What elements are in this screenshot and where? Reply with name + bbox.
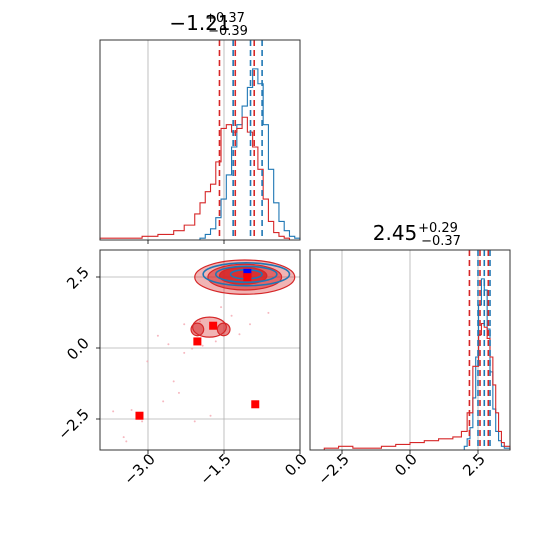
marginal-1-grid <box>147 40 225 240</box>
x-tick-label: 2.5 <box>459 450 489 480</box>
marginal-2-title: 2.45 <box>373 221 418 245</box>
sample-point <box>249 323 251 326</box>
sample-point <box>167 343 170 346</box>
y-tick-label: −2.5 <box>54 405 92 443</box>
sample-point <box>201 344 204 347</box>
marker-square <box>135 411 144 420</box>
sample-point <box>122 436 125 439</box>
sample-point <box>191 347 194 350</box>
sample-point <box>125 440 128 443</box>
y-tick-label: 2.5 <box>63 263 93 293</box>
x-tick-label: −1.5 <box>196 450 234 488</box>
sample-point <box>162 400 165 403</box>
sample-point <box>214 340 217 343</box>
marginal-1-series <box>99 68 301 241</box>
sample-point <box>183 323 186 326</box>
sample-point <box>183 351 186 354</box>
joint-contours <box>190 259 296 338</box>
title-lower-error: −0.39 <box>208 24 248 39</box>
sample-point <box>230 314 233 317</box>
histogram-step <box>99 116 300 241</box>
x-tick-label: −2.5 <box>314 450 352 488</box>
joint-panel: −3.0 −1.5 0.0 2.5 0.0 −2.5 <box>54 249 311 489</box>
sample-point <box>193 420 196 423</box>
marginal-1-title: −1.21 <box>169 11 230 35</box>
marginal-2-quantile-lines <box>468 250 491 450</box>
marginal-panel-param-2: −2.5 0.0 2.5 2.45 +0.29 −0.37 <box>309 221 511 489</box>
marker-square <box>209 321 218 330</box>
sample-point <box>220 306 223 309</box>
contour-blue-mid <box>214 265 278 284</box>
marker-square <box>243 273 252 282</box>
sample-point <box>130 409 133 411</box>
x-tick-label: 0.0 <box>281 450 311 480</box>
marginal-1-quantile-lines <box>218 40 263 240</box>
marginal-1-frame <box>99 39 301 241</box>
x-tick-label: −3.0 <box>120 450 158 488</box>
sample-point <box>112 410 115 413</box>
title-lower-error: −0.37 <box>421 234 461 249</box>
joint-markers <box>135 268 260 420</box>
histogram-step <box>194 68 301 241</box>
sample-point <box>209 414 212 417</box>
x-tick-label: 0.0 <box>391 450 421 480</box>
sample-point <box>146 360 149 363</box>
joint-samples <box>112 306 270 443</box>
title-value: 2.45 <box>373 221 418 245</box>
title-upper-error: +0.37 <box>205 11 245 26</box>
marginal-2-grid <box>341 250 479 450</box>
title-upper-error: +0.29 <box>418 221 458 236</box>
contour-red-mid <box>216 322 231 337</box>
sample-point <box>156 334 159 337</box>
marker-square <box>243 268 252 277</box>
contour-red-inner <box>218 266 268 285</box>
marker-square <box>251 400 260 409</box>
sample-point <box>238 333 241 336</box>
contour-blue-outer <box>202 262 291 287</box>
sample-point <box>267 311 270 314</box>
title-value: −1.21 <box>169 11 230 35</box>
sample-point <box>172 380 175 383</box>
joint-frame <box>99 249 301 451</box>
sample-point <box>141 420 144 423</box>
contour-red-mid <box>190 322 205 337</box>
marginal-panel-param-1: −1.21 +0.37 −0.39 <box>99 11 301 244</box>
sample-point <box>199 320 201 323</box>
y-tick-label: 0.0 <box>63 334 93 364</box>
marker-square <box>193 337 202 346</box>
sample-point <box>177 391 180 394</box>
